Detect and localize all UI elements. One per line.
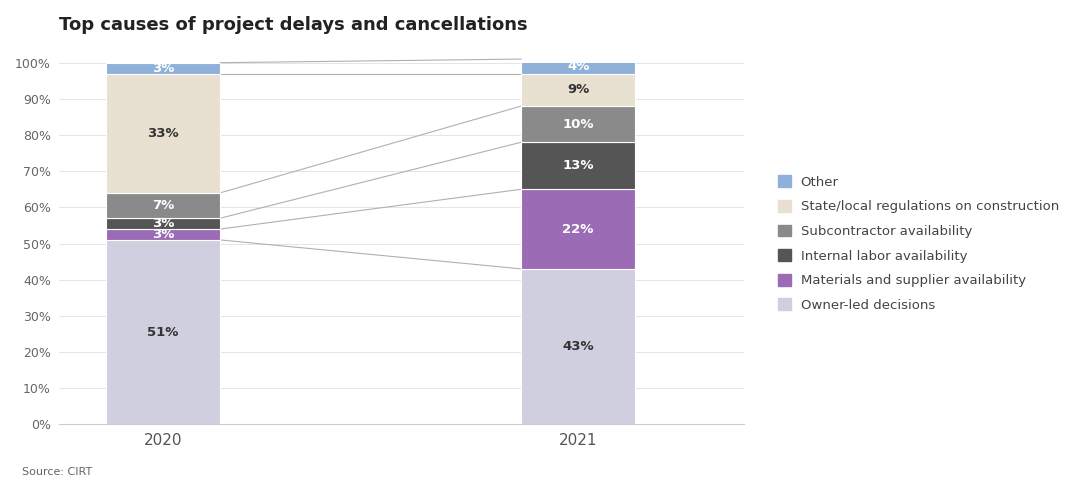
Bar bbox=[106, 74, 220, 193]
Bar bbox=[106, 240, 220, 424]
Text: Source: CIRT: Source: CIRT bbox=[22, 467, 92, 477]
Text: 3%: 3% bbox=[152, 62, 174, 75]
Text: 3%: 3% bbox=[152, 217, 174, 230]
Text: 4%: 4% bbox=[567, 60, 590, 73]
Bar bbox=[521, 74, 635, 106]
Bar bbox=[521, 142, 635, 189]
Text: 10%: 10% bbox=[563, 118, 594, 131]
Bar bbox=[521, 106, 635, 142]
Text: 22%: 22% bbox=[563, 223, 594, 236]
Text: 7%: 7% bbox=[152, 199, 174, 212]
Bar bbox=[106, 63, 220, 74]
Bar bbox=[521, 59, 635, 74]
Text: 3%: 3% bbox=[152, 228, 174, 241]
Bar bbox=[106, 229, 220, 240]
Legend: Other, State/local regulations on construction, Subcontractor availability, Inte: Other, State/local regulations on constr… bbox=[779, 175, 1058, 312]
Text: 43%: 43% bbox=[563, 340, 594, 353]
Text: 9%: 9% bbox=[567, 83, 590, 96]
Text: 33%: 33% bbox=[147, 127, 179, 140]
Text: 13%: 13% bbox=[563, 159, 594, 172]
Text: Top causes of project delays and cancellations: Top causes of project delays and cancell… bbox=[59, 16, 528, 34]
Bar bbox=[521, 269, 635, 424]
Bar bbox=[106, 218, 220, 229]
Text: 51%: 51% bbox=[147, 326, 178, 339]
Bar bbox=[521, 189, 635, 269]
Bar bbox=[106, 193, 220, 218]
